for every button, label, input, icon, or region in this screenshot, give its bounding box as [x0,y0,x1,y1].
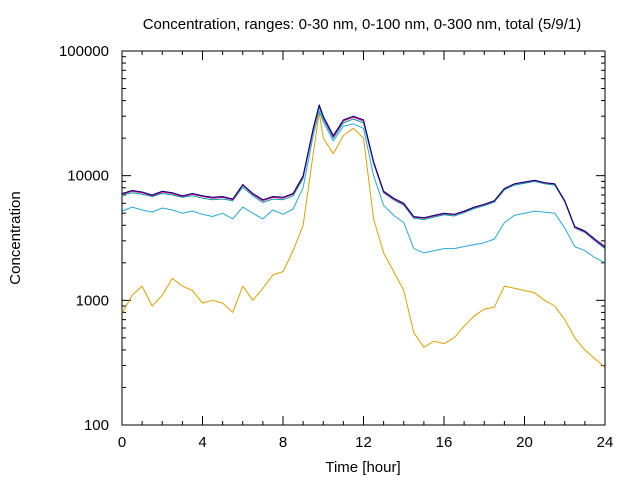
x-tick-label: 0 [118,434,126,451]
x-tick-label: 4 [198,434,206,451]
plot-frame [121,50,606,426]
x-tick-label: 16 [436,434,453,451]
x-axis-label: Time [hour] [325,459,400,476]
y-tick-label: 100 [84,417,109,434]
y-tick-label: 1000 [76,292,109,309]
series-line-3 [121,110,606,264]
series-line-2 [121,106,606,249]
series-line-1 [121,105,606,248]
y-axis-label: Concentration [7,191,24,284]
x-tick-label: 12 [355,434,372,451]
series-line-4 [121,112,606,368]
y-tick-label: 100000 [59,43,109,60]
x-tick-label: 8 [279,434,287,451]
x-tick-label: 20 [516,434,533,451]
series-lines [121,104,606,368]
chart-title: Concentration, ranges: 0-30 nm, 0-100 nm… [143,16,582,33]
x-tick-label: 24 [597,434,614,451]
y-tick-label: 10000 [67,168,109,185]
series-line-0 [121,104,606,248]
axis-ticks: 0 4 8 12 16 20 24 100 1000 10000 100000 [59,43,613,451]
